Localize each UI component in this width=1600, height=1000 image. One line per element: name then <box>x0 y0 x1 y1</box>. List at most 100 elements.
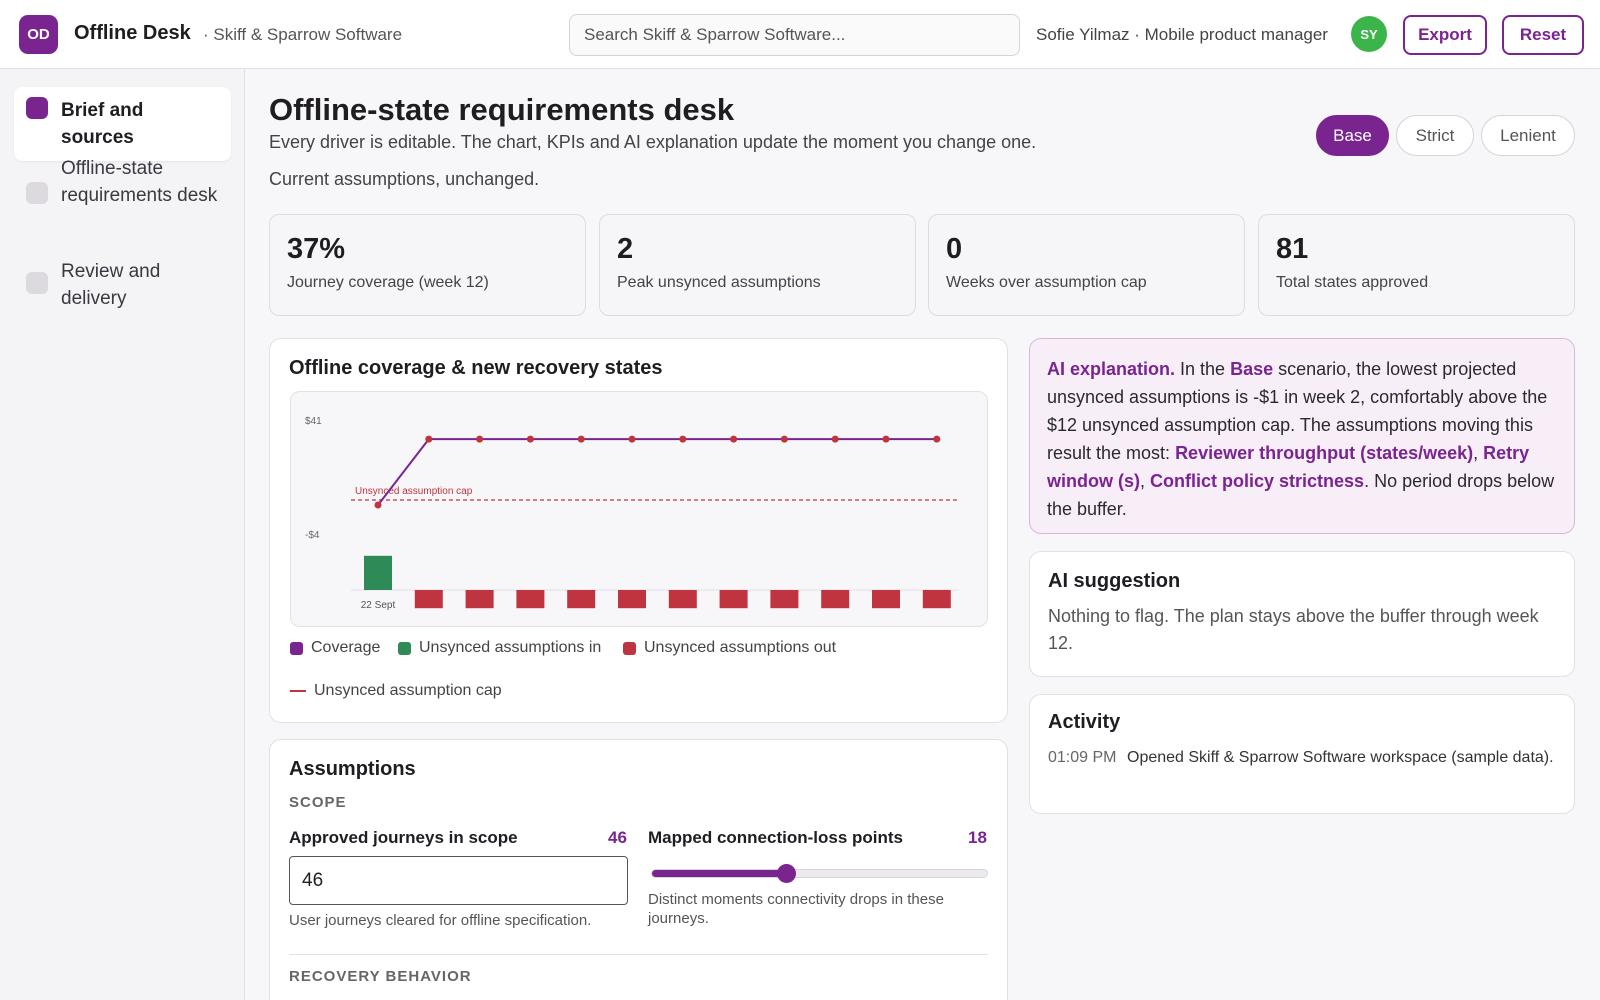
top-bar: OD Offline Desk · Skiff & Sparrow Softwa… <box>0 0 1600 69</box>
ai-driver-link[interactable]: Retry window (s) <box>1047 443 1530 491</box>
coverage-point <box>374 501 382 509</box>
legend-item-unsynced-out: Unsynced assumptions out <box>623 639 836 657</box>
field-help-journeys: User journeys cleared for offline specif… <box>289 912 592 929</box>
bar-unsynced-assumptions-out <box>516 590 545 609</box>
ai-explanation-lead: AI explanation. <box>1047 359 1176 379</box>
kpi-label: Peak unsynced assumptions <box>617 274 821 291</box>
coverage-point <box>882 435 890 443</box>
reset-button[interactable]: Reset <box>1502 15 1584 55</box>
field-label-connection-loss: Mapped connection-loss points <box>648 828 904 847</box>
ai-driver-link[interactable]: Conflict policy strictness <box>1150 471 1365 491</box>
activity-time: 01:09 PM <box>1048 749 1117 766</box>
activity-item: 01:09 PM Opened Skiff & Sparrow Software… <box>1048 746 1556 770</box>
step-marker-icon <box>26 97 48 119</box>
x-tick-label: 22 Sept <box>361 600 396 611</box>
ai-scenario-name: Base <box>1230 359 1274 379</box>
bar-unsynced-assumptions-out <box>567 590 596 609</box>
chart-frame: $41 -$4 Unsynced assumption cap 22 Sept <box>290 391 988 627</box>
section-heading-scope: SCOPE <box>289 794 347 811</box>
sidebar: Brief and sources Offline-state requirem… <box>0 69 245 1000</box>
ai-suggestion-card: AI suggestion Nothing to flag. The plan … <box>1029 551 1575 677</box>
ai-text: In the <box>1175 359 1231 379</box>
activity-text: Opened Skiff & Sparrow Software workspac… <box>1127 749 1554 766</box>
kpi-value: 0 <box>946 233 963 265</box>
bar-unsynced-assumptions-out <box>668 590 697 609</box>
divider <box>289 954 988 955</box>
kpi-card: 2 Peak unsynced assumptions <box>599 214 916 316</box>
app-logo[interactable]: OD <box>19 15 58 54</box>
coverage-chart: $41 -$4 Unsynced assumption cap 22 Sept <box>305 416 959 611</box>
coverage-point <box>780 435 788 443</box>
coverage-line <box>377 438 937 506</box>
assumption-state: Current assumptions, unchanged. <box>269 169 540 189</box>
sidebar-item-brief[interactable]: Brief and sources <box>14 87 231 161</box>
bar-unsynced-assumptions-out <box>821 590 850 609</box>
legend-label: Unsynced assumptions out <box>644 639 837 656</box>
bar-unsynced-assumptions-out <box>872 590 900 609</box>
cap-reference-label: Unsynced assumption cap <box>355 486 473 497</box>
field-help-connection-loss: Distinct moments connectivity drops in t… <box>648 891 944 927</box>
ai-suggestion-title: AI suggestion <box>1048 570 1181 592</box>
sidebar-item-label: Brief and sources <box>61 100 144 148</box>
legend-swatch <box>398 641 411 655</box>
slider-fill <box>652 870 786 877</box>
legend-swatch <box>290 641 303 655</box>
user-name-role: Sofie Yilmaz · Mobile product manager <box>1036 25 1328 44</box>
bar-unsynced-assumptions-in <box>364 555 392 590</box>
chart-title: Offline coverage & new recovery states <box>289 357 663 379</box>
page-title: Offline-state requirements desk <box>269 92 735 127</box>
ai-text: . No period drops below the buffer. <box>1047 471 1555 519</box>
step-marker-icon <box>26 272 48 294</box>
sidebar-item-requirements[interactable]: Offline-state requirements desk <box>14 145 231 219</box>
ai-explanation-card: AI explanation. In the Base scenario, th… <box>1029 338 1575 534</box>
coverage-point <box>933 435 941 443</box>
ai-driver-link[interactable]: Reviewer throughput (states/week) <box>1175 443 1474 463</box>
sidebar-item-label: Offline-state requirements desk <box>61 158 218 206</box>
journeys-input[interactable] <box>289 856 628 905</box>
search-input[interactable] <box>569 14 1020 56</box>
ai-text: , <box>1140 471 1151 491</box>
field-label-journeys: Approved journeys in scope <box>289 828 518 847</box>
scenario-lenient-button[interactable]: Lenient <box>1481 115 1575 156</box>
field-value-connection-loss: 18 <box>968 828 987 847</box>
ai-text: scenario, the lowest projected unsynced … <box>1047 359 1548 463</box>
bar-unsynced-assumptions-out <box>770 590 799 609</box>
y-tick-label: $41 <box>305 416 322 427</box>
export-button[interactable]: Export <box>1403 15 1487 55</box>
kpi-value: 2 <box>617 233 634 265</box>
bar-unsynced-assumptions-out <box>922 590 951 609</box>
activity-card: Activity 01:09 PM Opened Skiff & Sparrow… <box>1029 694 1575 814</box>
kpi-card: 0 Weeks over assumption cap <box>928 214 1245 316</box>
field-value-journeys: 46 <box>608 828 627 847</box>
coverage-point <box>730 435 738 443</box>
bar-unsynced-assumptions-out <box>414 590 443 609</box>
legend-line-swatch <box>290 690 306 692</box>
legend-item-coverage: Coverage <box>290 639 380 657</box>
legend-label: Coverage <box>311 639 381 656</box>
slider-thumb[interactable] <box>777 864 796 883</box>
chart-card: Offline coverage & new recovery states $… <box>269 338 1008 723</box>
scenario-strict-button[interactable]: Strict <box>1396 115 1474 156</box>
connection-loss-slider[interactable] <box>651 864 988 883</box>
sidebar-item-review[interactable]: Review and delivery <box>14 248 231 322</box>
app-title: Offline Desk <box>74 22 191 44</box>
org-name: · Skiff & Sparrow Software <box>203 25 403 44</box>
coverage-point <box>679 435 687 443</box>
avatar[interactable]: SY <box>1351 16 1387 52</box>
ai-text: , <box>1473 443 1484 463</box>
coverage-point <box>831 435 839 443</box>
legend-label: Unsynced assumption cap <box>314 682 502 699</box>
coverage-point <box>577 435 585 443</box>
coverage-point <box>628 435 636 443</box>
ai-suggestion-text: Nothing to flag. The plan stays above th… <box>1048 606 1539 653</box>
kpi-label: Journey coverage (week 12) <box>287 274 489 291</box>
page-subtitle: Every driver is editable. The chart, KPI… <box>269 132 1037 152</box>
legend-item-unsynced-in: Unsynced assumptions in <box>398 639 601 657</box>
scenario-base-button[interactable]: Base <box>1316 115 1389 156</box>
activity-title: Activity <box>1048 711 1121 733</box>
bar-unsynced-assumptions-out <box>465 590 494 609</box>
y-tick-label: -$4 <box>305 530 320 541</box>
bar-unsynced-assumptions-out <box>719 590 748 609</box>
kpi-card: 81 Total states approved <box>1258 214 1575 316</box>
coverage-point <box>476 435 484 443</box>
